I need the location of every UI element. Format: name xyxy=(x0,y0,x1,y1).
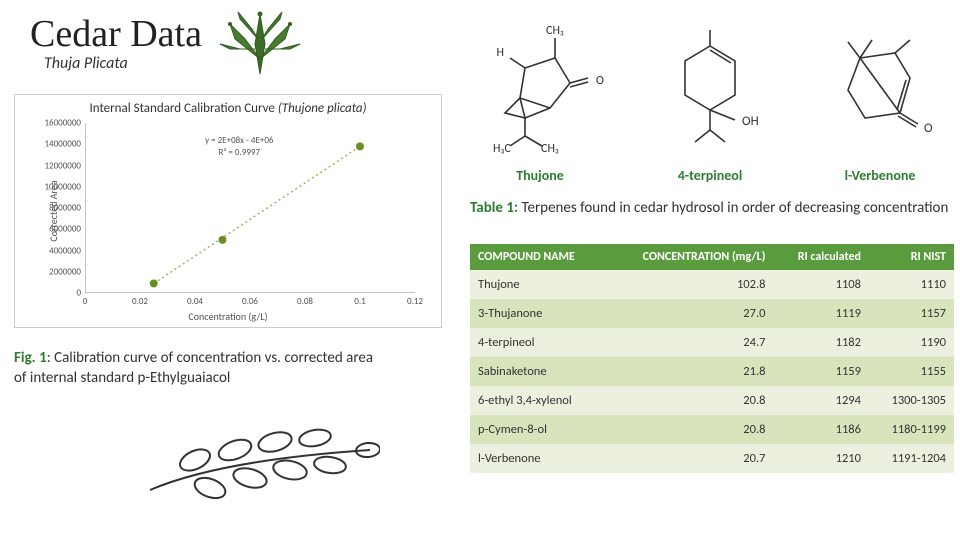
table-cell: 1157 xyxy=(869,299,954,328)
y-tick-label: 16000000 xyxy=(45,118,86,129)
table-row: Sabinaketone21.811591155 xyxy=(470,357,954,386)
table-cell: 20.8 xyxy=(606,386,773,415)
y-tick-label: 8000000 xyxy=(49,203,85,214)
table-cell: 102.8 xyxy=(606,270,773,299)
table-1-label: Table 1: xyxy=(470,199,518,217)
plot-area: y = 2E+08x - 4E+06R² = 0.9997 0200000040… xyxy=(85,123,415,293)
table-cell: 20.7 xyxy=(606,444,773,473)
terpenes-table: COMPOUND NAMECONCENTRATION (mg/L)RI calc… xyxy=(470,244,954,473)
x-tick-label: 0.12 xyxy=(407,293,423,307)
table-cell: 1300-1305 xyxy=(869,386,954,415)
table-row: 3-Thujanone27.011191157 xyxy=(470,299,954,328)
molecule-label: l-Verbenone xyxy=(810,167,950,184)
page-subtitle: Thuja Plicata xyxy=(44,54,202,73)
table-cell: 1210 xyxy=(773,444,869,473)
x-tick-label: 0.08 xyxy=(297,293,313,307)
table-row: 4-terpineol24.711821190 xyxy=(470,328,954,357)
table-cell: 21.8 xyxy=(606,357,773,386)
table-header-cell: CONCENTRATION (mg/L) xyxy=(606,244,773,270)
x-tick-label: 0.06 xyxy=(242,293,258,307)
table-cell: 1180-1199 xyxy=(869,415,954,444)
table-cell: 1119 xyxy=(773,299,869,328)
y-tick-label: 14000000 xyxy=(45,139,86,150)
table-row: p-Cymen-8-ol20.811861180-1199 xyxy=(470,415,954,444)
molecule-label: 4-terpineol xyxy=(640,167,780,184)
table-header-cell: RI NIST xyxy=(869,244,954,270)
table-cell: 27.0 xyxy=(606,299,773,328)
table-cell: 1191-1204 xyxy=(869,444,954,473)
svg-text:CH₃: CH₃ xyxy=(546,24,564,38)
table-header-cell: COMPOUND NAME xyxy=(470,244,606,270)
table-cell: 6-ethyl 3,4-xylenol xyxy=(470,386,606,415)
figure-1-caption: Fig. 1: Calibration curve of concentrati… xyxy=(14,348,374,389)
table-1-caption: Table 1: Terpenes found in cedar hydroso… xyxy=(470,198,950,218)
table-cell: 1294 xyxy=(773,386,869,415)
page-title: Cedar Data xyxy=(30,12,202,56)
table-body: Thujone102.8110811103-Thujanone27.011191… xyxy=(470,270,954,473)
table-cell: 3-Thujanone xyxy=(470,299,606,328)
table-cell: 1155 xyxy=(869,357,954,386)
table-row: 6-ethyl 3,4-xylenol20.812941300-1305 xyxy=(470,386,954,415)
svg-text:H: H xyxy=(497,46,504,60)
table-cell: Thujone xyxy=(470,270,606,299)
table-cell: 1190 xyxy=(869,328,954,357)
figure-1-label: Fig. 1 xyxy=(14,349,47,367)
chart-title-prefix: Internal Standard Calibration Curve xyxy=(89,101,277,116)
leaf-sprig-icon xyxy=(140,420,380,525)
molecule-l-verbenone: O l-Verbenone xyxy=(810,18,950,184)
x-tick-label: 0.04 xyxy=(187,293,203,307)
x-tick-label: 0.02 xyxy=(132,293,148,307)
svg-text:O: O xyxy=(596,74,604,88)
title-block: Cedar Data Thuja Plicata xyxy=(30,12,202,73)
y-tick-label: 10000000 xyxy=(45,181,86,192)
chart-title: Internal Standard Calibration Curve (Thu… xyxy=(15,101,441,116)
table-row: l-Verbenone20.712101191-1204 xyxy=(470,444,954,473)
y-tick-label: 6000000 xyxy=(49,224,85,235)
y-tick-label: 12000000 xyxy=(45,160,86,171)
x-tick-label: 0 xyxy=(83,293,88,307)
x-axis-label: Concentration (g/L) xyxy=(188,310,267,323)
molecule-label: Thujone xyxy=(470,167,610,184)
figure-1-text: : Calibration curve of concentration vs.… xyxy=(14,349,373,387)
chart-title-italic: (Thujone plicata) xyxy=(278,101,367,116)
svg-text:CH₃: CH₃ xyxy=(541,142,559,156)
svg-text:H₃C: H₃C xyxy=(493,142,511,156)
table-header-row: COMPOUND NAMECONCENTRATION (mg/L)RI calc… xyxy=(470,244,954,270)
table-cell: 1108 xyxy=(773,270,869,299)
svg-text:OH: OH xyxy=(742,114,759,129)
table-1-text: Terpenes found in cedar hydrosol in orde… xyxy=(518,199,948,217)
table-cell: 1110 xyxy=(869,270,954,299)
x-tick-label: 0.1 xyxy=(354,293,365,307)
svg-text:O: O xyxy=(924,121,933,136)
molecule-thujone: CH₃ H O H₃C CH₃ Thujone xyxy=(470,18,610,184)
table-header-cell: RI calculated xyxy=(773,244,869,270)
y-tick-label: 2000000 xyxy=(49,266,85,277)
molecule-4-terpineol: OH 4-terpineol xyxy=(640,18,780,184)
table-cell: 1186 xyxy=(773,415,869,444)
trendline-equation: y = 2E+08x - 4E+06R² = 0.9997 xyxy=(205,135,273,158)
y-tick-label: 4000000 xyxy=(49,245,85,256)
table-cell: p-Cymen-8-ol xyxy=(470,415,606,444)
table-cell: 1159 xyxy=(773,357,869,386)
calibration-chart: Internal Standard Calibration Curve (Thu… xyxy=(14,94,442,328)
table-cell: 1182 xyxy=(773,328,869,357)
molecule-structures: CH₃ H O H₃C CH₃ Thujone OH 4 xyxy=(470,14,950,184)
table-cell: 24.7 xyxy=(606,328,773,357)
table-cell: 20.8 xyxy=(606,415,773,444)
cedar-leaf-icon xyxy=(210,4,310,89)
table-cell: l-Verbenone xyxy=(470,444,606,473)
table-cell: 4-terpineol xyxy=(470,328,606,357)
table-cell: Sabinaketone xyxy=(470,357,606,386)
table-row: Thujone102.811081110 xyxy=(470,270,954,299)
